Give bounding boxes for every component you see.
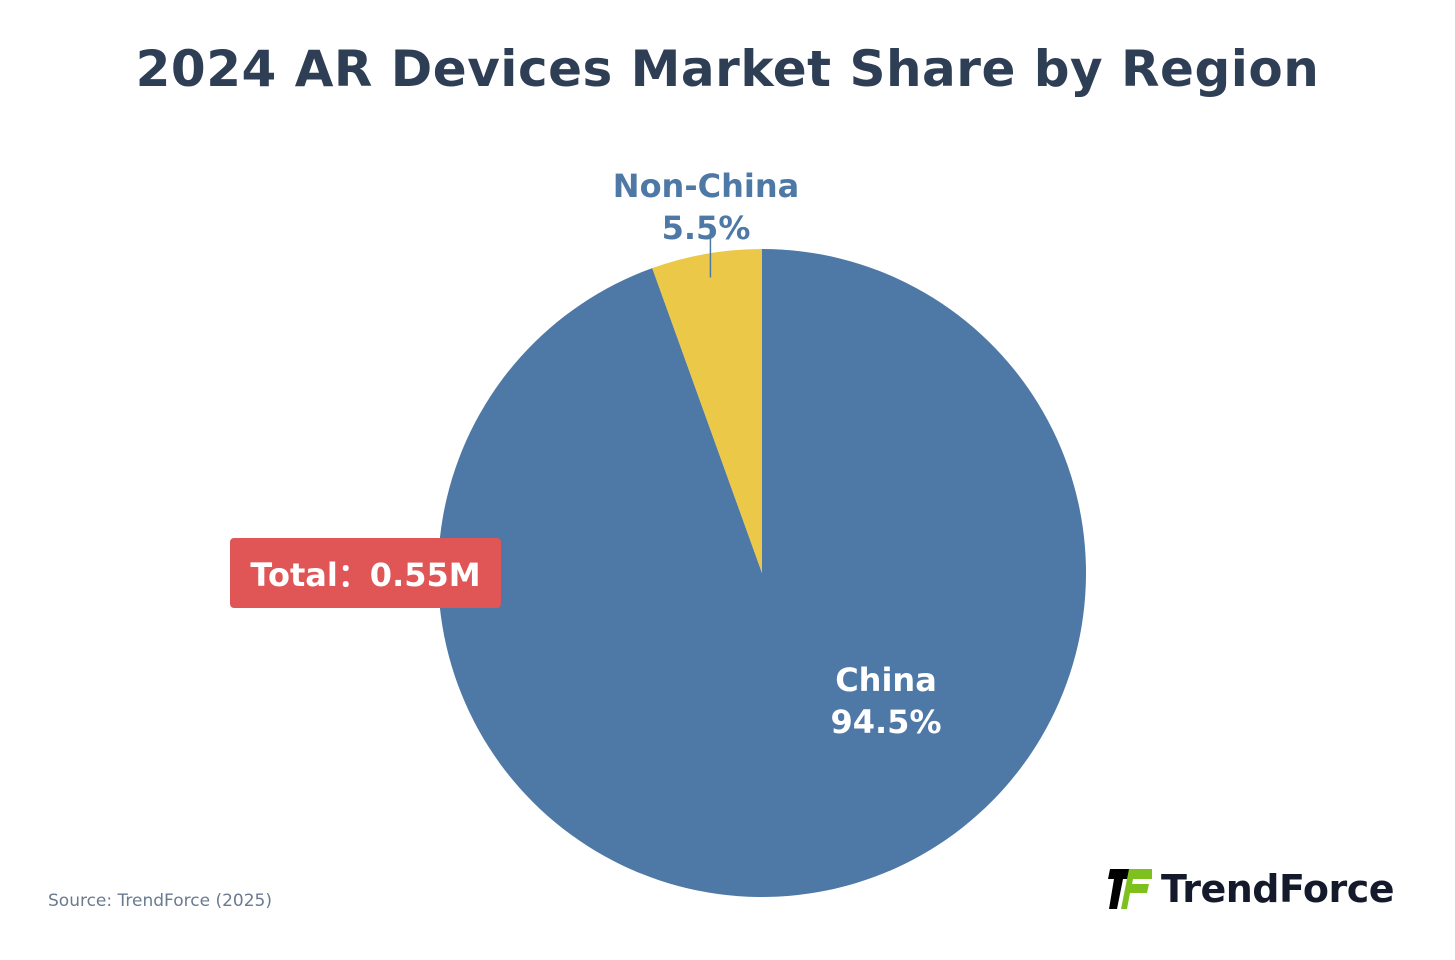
slice-label: Non-China xyxy=(613,167,799,205)
logo-text: TrendForce xyxy=(1161,867,1395,911)
slice-label: China xyxy=(835,661,937,699)
total-annotation: Total：0.55M xyxy=(230,538,501,608)
chart-title: 2024 AR Devices Market Share by Region xyxy=(135,40,1320,98)
source-note: Source: TrendForce (2025) xyxy=(48,891,272,911)
trendforce-logo: TrendForce xyxy=(1107,867,1395,911)
pie-slice-non-china xyxy=(652,249,762,573)
trendforce-logo-icon xyxy=(1108,869,1152,909)
slice-value: 5.5% xyxy=(662,209,751,247)
slice-value: 94.5% xyxy=(830,703,941,741)
